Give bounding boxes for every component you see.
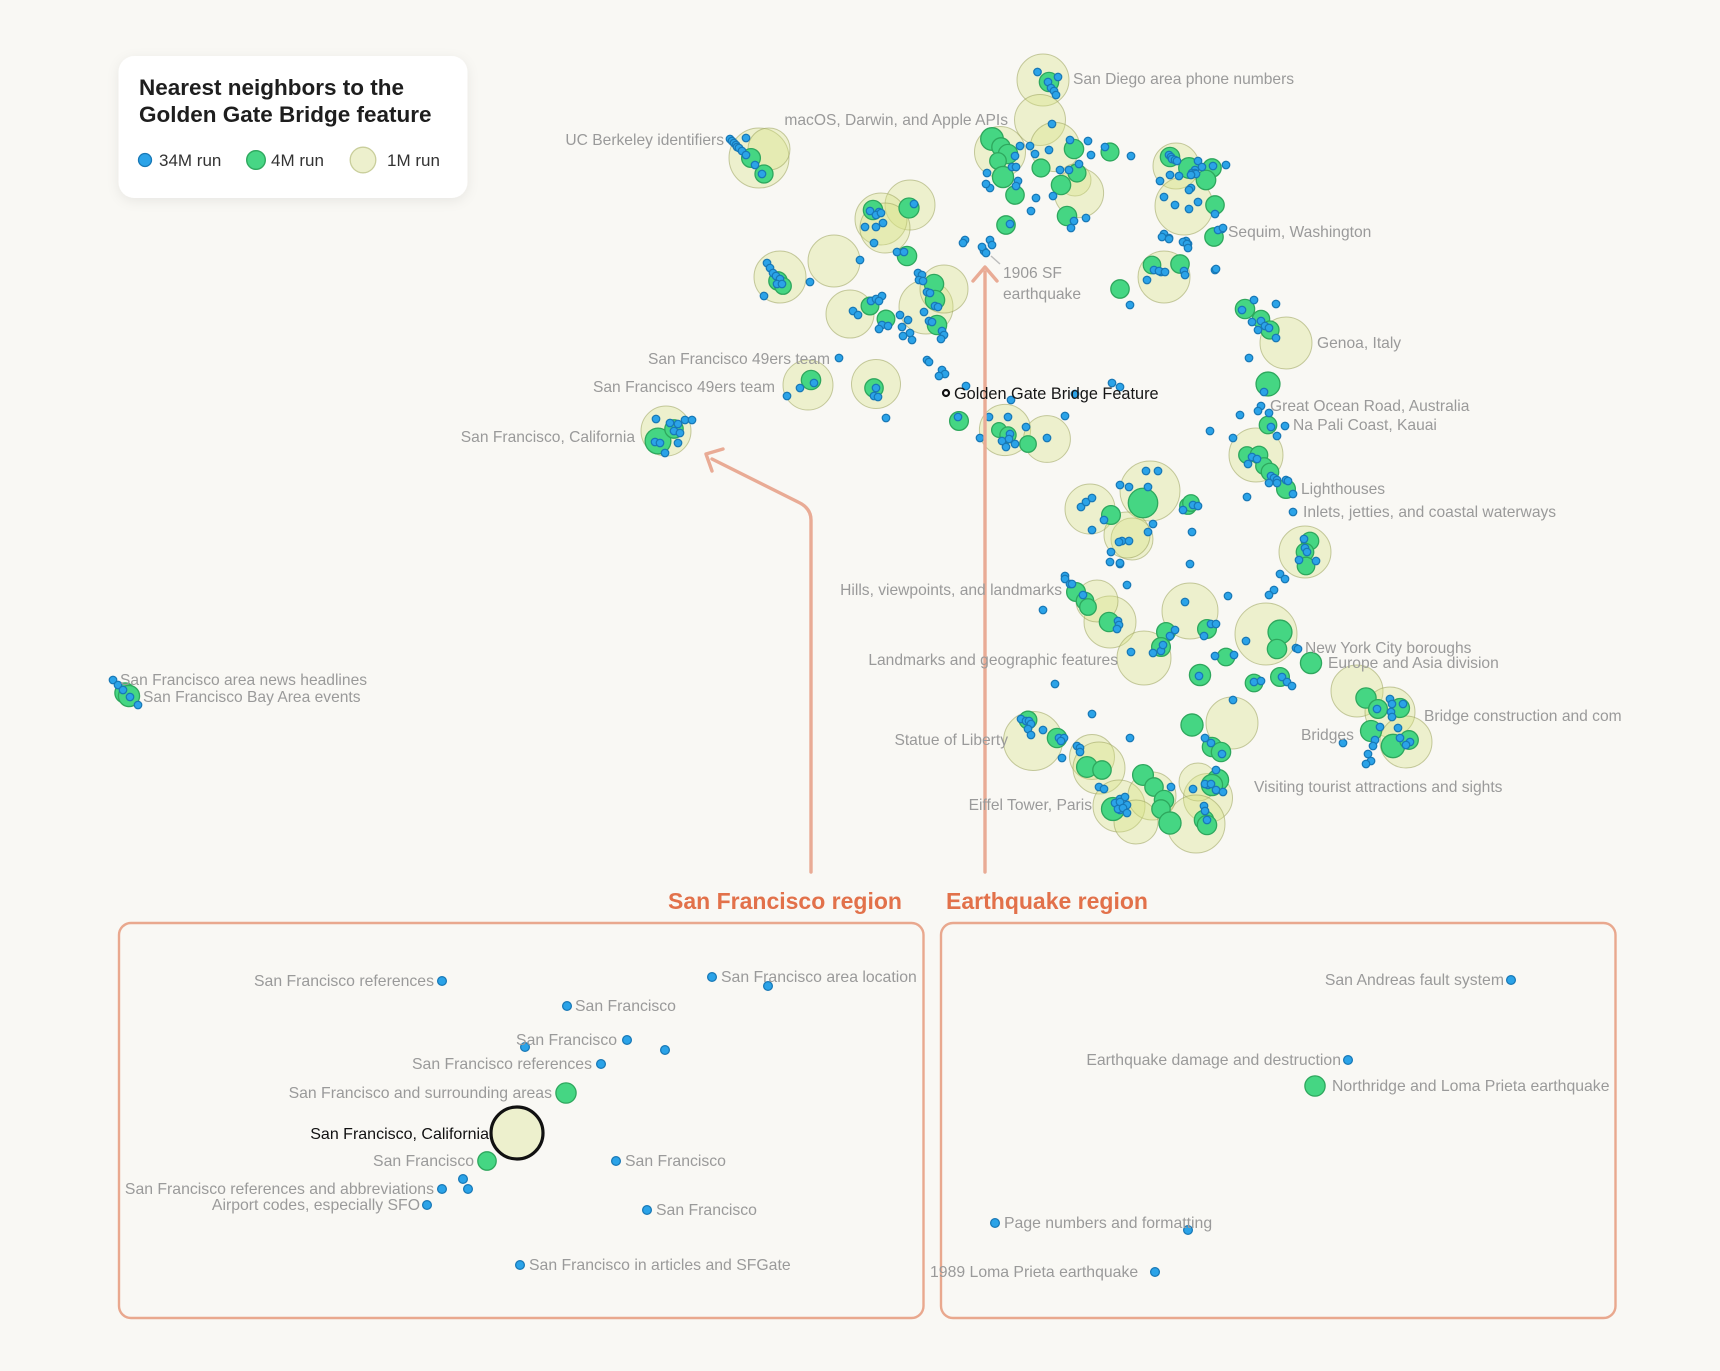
svg-text:UC Berkeley identifiers: UC Berkeley identifiers (565, 132, 724, 149)
svg-text:Golden Gate Bridge Feature: Golden Gate Bridge Feature (954, 385, 1159, 403)
svg-text:34M run: 34M run (159, 151, 221, 170)
svg-text:Page numbers and formatting: Page numbers and formatting (1004, 1215, 1212, 1232)
svg-text:San Francisco: San Francisco (656, 1202, 757, 1219)
svg-text:Golden Gate Bridge feature: Golden Gate Bridge feature (139, 102, 432, 127)
svg-text:Statue of Liberty: Statue of Liberty (894, 732, 1008, 749)
svg-text:1M run: 1M run (387, 151, 440, 170)
svg-text:San Andreas fault system: San Andreas fault system (1325, 972, 1504, 989)
svg-text:San Francisco references and a: San Francisco references and abbreviatio… (125, 1181, 434, 1198)
svg-text:San Francisco region: San Francisco region (668, 888, 902, 914)
svg-text:1989 Loma Prieta earthquake: 1989 Loma Prieta earthquake (930, 1264, 1138, 1281)
svg-text:Bridge construction and com: Bridge construction and com (1424, 708, 1622, 725)
svg-text:Landmarks and geographic featu: Landmarks and geographic features (868, 652, 1118, 669)
svg-text:San Francisco Bay Area events: San Francisco Bay Area events (143, 689, 361, 706)
svg-text:Bridges: Bridges (1301, 727, 1354, 744)
svg-text:San Francisco references: San Francisco references (412, 1056, 592, 1073)
svg-text:San Francisco area news headli: San Francisco area news headlines (120, 672, 367, 689)
svg-text:Na Pali Coast, Kauai: Na Pali Coast, Kauai (1293, 417, 1437, 434)
svg-text:Airport codes, especially SFO: Airport codes, especially SFO (212, 1197, 420, 1214)
svg-text:Sequim, Washington: Sequim, Washington (1228, 224, 1371, 241)
svg-text:4M run: 4M run (271, 151, 324, 170)
svg-text:Genoa, Italy: Genoa, Italy (1317, 335, 1401, 352)
svg-text:San Francisco: San Francisco (575, 998, 676, 1015)
svg-text:San Francisco 49ers team: San Francisco 49ers team (593, 379, 775, 396)
svg-text:New York City boroughs: New York City boroughs (1305, 640, 1472, 657)
svg-text:Nearest neighbors to the: Nearest neighbors to the (139, 75, 404, 100)
svg-text:Inlets, jetties, and coastal w: Inlets, jetties, and coastal waterways (1303, 504, 1556, 521)
svg-text:San Francisco, California: San Francisco, California (461, 429, 636, 446)
svg-text:Earthquake damage and destruct: Earthquake damage and destruction (1086, 1052, 1341, 1069)
svg-text:San Francisco and surrounding: San Francisco and surrounding areas (289, 1085, 553, 1102)
svg-text:1906 SF: 1906 SF (1003, 265, 1062, 282)
svg-text:San Diego area phone numbers: San Diego area phone numbers (1073, 71, 1294, 88)
svg-text:San Francisco: San Francisco (373, 1153, 474, 1170)
svg-text:Northridge and Loma Prieta ear: Northridge and Loma Prieta earthquake (1332, 1078, 1610, 1095)
svg-text:San Francisco: San Francisco (516, 1032, 617, 1049)
svg-text:San Francisco: San Francisco (625, 1153, 726, 1170)
svg-text:Eiffel Tower, Paris: Eiffel Tower, Paris (969, 797, 1093, 814)
svg-text:Great Ocean Road, Australia: Great Ocean Road, Australia (1270, 398, 1470, 415)
svg-text:Visiting tourist attractions a: Visiting tourist attractions and sights (1254, 779, 1503, 796)
svg-text:San Francisco in articles and: San Francisco in articles and SFGate (529, 1257, 791, 1274)
svg-text:San Francisco 49ers team: San Francisco 49ers team (648, 351, 830, 368)
svg-text:San Francisco, California: San Francisco, California (310, 1126, 489, 1143)
svg-text:Hills, viewpoints, and landmar: Hills, viewpoints, and landmarks (840, 582, 1062, 599)
svg-text:macOS, Darwin, and Apple APIs: macOS, Darwin, and Apple APIs (784, 112, 1008, 129)
svg-text:earthquake: earthquake (1003, 286, 1081, 303)
svg-text:San Francisco references: San Francisco references (254, 973, 434, 990)
svg-text:Lighthouses: Lighthouses (1301, 481, 1385, 498)
svg-text:Earthquake region: Earthquake region (946, 888, 1148, 914)
svg-text:Europe and Asia division: Europe and Asia division (1328, 655, 1499, 672)
svg-text:San Francisco area location: San Francisco area location (721, 969, 917, 986)
